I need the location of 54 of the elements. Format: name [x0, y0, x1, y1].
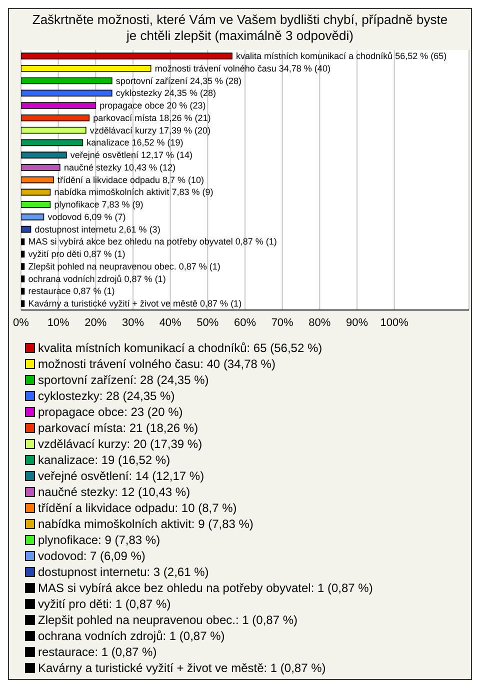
data-label: nabídka mimoškolních aktivit 7,83 % (9) [54, 187, 214, 198]
legend-label: kanalizace: 19 (16,52 %) [38, 453, 170, 467]
data-label: sportovní zařízení 24,35 % (28) [116, 76, 242, 86]
legend-label: plynofikace: 9 (7,83 %) [38, 533, 160, 547]
legend-label: MAS si vybírá akce bez ohledu na potřeby obyvatel: 1 (0,87 %) [38, 581, 373, 595]
x-tick-label: 10% [47, 316, 70, 329]
chart-title: Zaškrtněte možnosti, které Vám ve Vašem bydlišti chybí, případně byste je chtěli zlepšit (maximálně 3 odpovědi) [31, 11, 449, 45]
data-label: restaurace 0,87 % (1) [28, 286, 115, 296]
data-label: vodovod 6,09 % (7) [48, 212, 126, 222]
data-label: propagace obce 20 % (23) [100, 100, 206, 111]
data-label: cyklostezky 24,35 % (28) [116, 88, 216, 98]
legend-label: naučné stezky: 12 (10,43 %) [38, 485, 190, 499]
data-label: MAS si vybírá akce bez ohledu na potřeby obyvatel 0,87 % (1) [28, 236, 277, 247]
legend-label: veřejné osvětlení: 14 (12,17 %) [38, 469, 204, 483]
x-tick-label: 70% [271, 316, 294, 329]
data-label: možnosti trávení volného času 34,78 % (40) [154, 63, 330, 74]
legend-label: cyklostezky: 28 (24,35 %) [38, 389, 175, 403]
x-tick-label: 60% [234, 316, 256, 329]
data-label: veřejné osvětlení 12,17 % (14) [70, 150, 193, 160]
data-label: kanalizace 16,52 % (19) [86, 138, 184, 148]
legend-label: restaurace: 1 (0,87 %) [38, 645, 157, 659]
legend-label: Zlepšit pohled na neupravenou obec.: 1 (0,87 %) [38, 613, 298, 627]
data-label: parkovací místa 18,26 % (21) [93, 112, 211, 123]
legend-label: ochrana vodních zdrojů: 1 (0,87 %) [38, 629, 225, 643]
legend-label: možnosti trávení volného času: 40 (34,78 %) [38, 357, 276, 371]
x-tick-label: 100% [380, 316, 409, 329]
x-tick-label: 80% [308, 316, 331, 329]
x-tick-label: 90% [346, 316, 368, 329]
x-tick-label: 50% [196, 316, 219, 329]
data-label: Kavárny a turistické vyžití + život ve městě 0,87 % (1) [28, 298, 242, 309]
data-label: kvalita místních komunikací a chodníků 56,52 % (65) [236, 51, 447, 61]
x-tick-label: 0% [13, 316, 30, 329]
x-tick-label: 30% [122, 316, 144, 329]
data-label: naučné stezky 10,43 % (12) [64, 162, 176, 172]
data-label: vzdělávací kurzy 17,39 % (20) [90, 125, 210, 136]
data-label: dostupnost internetu 2,61 % (3) [34, 224, 160, 234]
data-label: Zlepšit pohled na neupravenou obec. 0,87 % (1) [28, 261, 220, 272]
legend-label: kvalita místních komunikací a chodníků: 65 (56,52 %) [38, 341, 322, 355]
data-label: plynofikace 7,83 % (9) [54, 200, 144, 210]
x-tick-label: 40% [159, 316, 182, 329]
legend-label: sportovní zařízení: 28 (24,35 %) [38, 373, 209, 387]
data-label: vyžití pro děti 0,87 % (1) [28, 249, 126, 260]
data-label: třídění a likvidace odpadu 8,7 % (10) [57, 174, 204, 185]
legend-label: třídění a likvidace odpadu: 10 (8,7 %) [38, 501, 237, 515]
legend-label: Kavárny a turistické vyžití + život ve městě: 1 (0,87 %) [38, 661, 326, 675]
legend-label: vzdělávací kurzy: 20 (17,39 %) [38, 437, 202, 451]
legend-label: dostupnost internetu: 3 (2,61 %) [38, 565, 209, 579]
legend-label: vodovod: 7 (6,09 %) [38, 549, 146, 563]
legend-label: parkovací místa: 21 (18,26 %) [38, 421, 198, 435]
legend-label: propagace obce: 23 (20 %) [38, 405, 183, 419]
x-tick-label: 20% [84, 316, 107, 329]
data-label: ochrana vodních zdrojů 0,87 % (1) [28, 274, 166, 284]
legend-label: nabídka mimoškolních aktivit: 9 (7,83 %) [38, 517, 254, 531]
legend-label: vyžití pro děti: 1 (0,87 %) [38, 597, 171, 611]
